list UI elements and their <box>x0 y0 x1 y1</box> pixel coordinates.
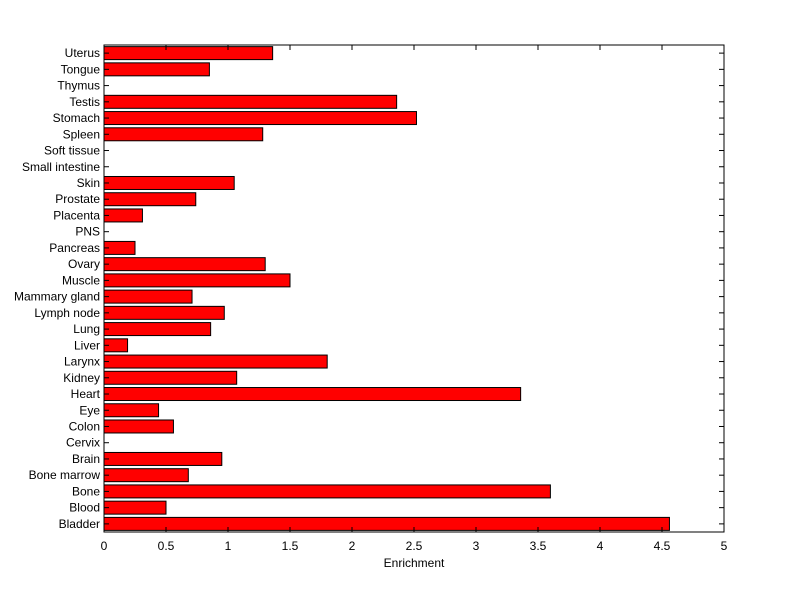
category-label: Bone marrow <box>29 468 101 482</box>
bars-group <box>103 46 670 531</box>
bar-skin <box>103 175 235 190</box>
category-label: Lymph node <box>34 306 100 320</box>
category-label: Kidney <box>63 371 100 385</box>
category-label: Bone <box>72 484 100 498</box>
category-label: Prostate <box>55 192 100 206</box>
bar-bladder <box>103 516 670 531</box>
x-tick-label: 0.5 <box>158 539 175 553</box>
category-label: Brain <box>72 452 100 466</box>
x-tick-label: 2.5 <box>406 539 423 553</box>
x-tick-label: 1.5 <box>282 539 299 553</box>
bar-uterus <box>103 46 274 61</box>
category-labels: Uterus Tongue Thymus Testis Stomach Spleen Sof… <box>14 46 101 531</box>
category-label: Thymus <box>57 79 100 93</box>
category-label: PNS <box>75 225 100 239</box>
bar-kidney <box>103 370 238 385</box>
bar-brain <box>103 451 223 466</box>
category-label: Mammary gland <box>14 290 100 304</box>
category-label: Skin <box>77 176 100 190</box>
x-axis-title: Enrichment <box>384 556 445 570</box>
category-label: Stomach <box>53 111 100 125</box>
x-tick-label: 4.5 <box>654 539 671 553</box>
bar-colon <box>103 419 174 434</box>
x-tick-label: 1 <box>225 539 232 553</box>
bar-muscle <box>103 273 291 288</box>
category-label: Testis <box>69 95 100 109</box>
bar-mammary-gland <box>103 289 193 304</box>
category-label: Larynx <box>64 355 100 369</box>
category-label: Uterus <box>65 46 100 60</box>
x-tick-label: 4 <box>597 539 604 553</box>
bar-lung <box>103 322 212 337</box>
category-label: Spleen <box>63 127 100 141</box>
ticks-group <box>103 45 725 532</box>
bar-spleen <box>103 127 264 142</box>
category-label: Lung <box>73 322 100 336</box>
bar-bone <box>103 484 551 499</box>
category-label: Muscle <box>62 273 100 287</box>
category-label: Small intestine <box>22 160 100 174</box>
category-label: Blood <box>69 501 100 515</box>
category-label: Pancreas <box>49 241 100 255</box>
bar-larynx <box>103 354 328 369</box>
x-tick-label: 2 <box>349 539 356 553</box>
bar-eye <box>103 403 160 418</box>
x-tick-label: 5 <box>721 539 728 553</box>
x-tick-label: 0 <box>101 539 108 553</box>
bar-tongue <box>103 62 210 77</box>
category-label: Liver <box>74 338 100 352</box>
bar-bone-marrow <box>103 468 189 483</box>
x-tick-labels: 0 0.5 1 1.5 2 2.5 3 3.5 4 4.5 5 <box>101 539 728 553</box>
category-label: Colon <box>69 419 100 433</box>
bar-blood <box>103 500 167 515</box>
x-tick-label: 3.5 <box>530 539 547 553</box>
category-label: Soft tissue <box>44 144 100 158</box>
bar-placenta <box>103 208 143 223</box>
category-label: Placenta <box>53 208 100 222</box>
category-label: Eye <box>79 403 100 417</box>
category-label: Cervix <box>66 436 100 450</box>
bar-stomach <box>103 111 417 126</box>
bar-ovary <box>103 257 266 272</box>
bar-prostate <box>103 192 197 207</box>
category-label: Tongue <box>61 62 101 76</box>
x-tick-label: 3 <box>473 539 480 553</box>
bar-lymph-node <box>103 305 225 320</box>
bar-testis <box>103 94 398 109</box>
category-label: Heart <box>71 387 101 401</box>
bar-heart <box>103 387 522 402</box>
plot-frame <box>103 44 725 533</box>
category-label: Ovary <box>68 257 100 271</box>
category-label: Bladder <box>59 517 100 531</box>
